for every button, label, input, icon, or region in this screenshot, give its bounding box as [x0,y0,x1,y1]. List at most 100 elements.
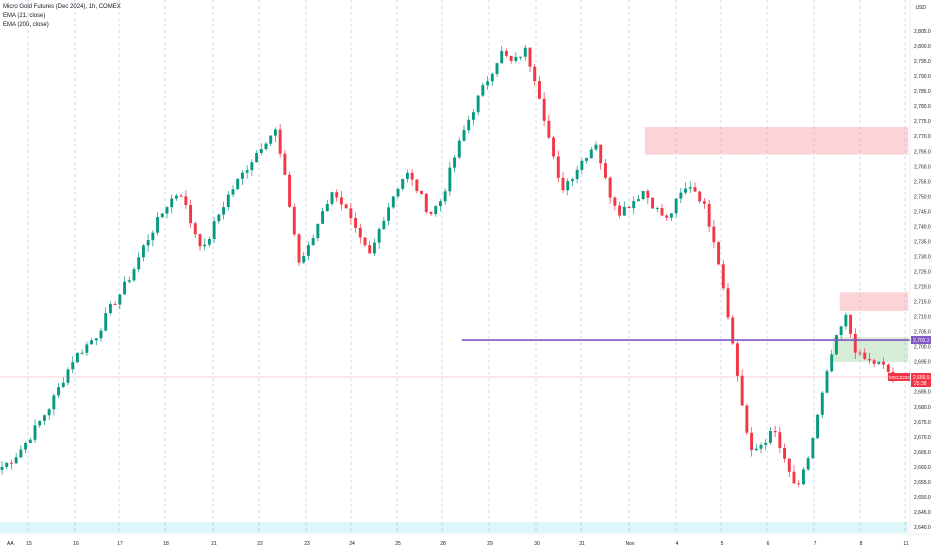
candle-body [273,129,277,136]
price-tick-label: 2,795.0 [914,59,931,65]
time-tick-label: 7 [814,541,817,547]
candle-body [580,160,584,170]
price-tick-label: 2,720.0 [914,285,931,291]
candle-body [33,425,37,440]
candle-body [28,439,32,444]
candle-body [193,223,197,235]
candle-body [80,352,84,354]
candle-body [490,73,494,82]
price-tick-label: 2,655.0 [914,480,931,486]
last-price-label: 2,689.9 [913,375,930,381]
candle-body [641,190,645,200]
candle-body [358,227,362,238]
candle-body [467,119,471,131]
candle-body [867,358,871,361]
supply-zone [839,292,909,311]
candle-body [424,193,428,212]
horizontal-levels[interactable] [0,339,910,378]
candle-body [603,163,607,178]
candle-body [750,432,754,451]
candle-body [372,242,376,254]
candle-body [787,458,791,472]
candle-body [882,361,886,365]
candle-body [651,197,655,209]
candle-body [622,206,626,216]
ema-21-label[interactable]: EMA (21, close) [3,13,46,19]
candle-body [523,47,527,57]
candle-body [198,234,202,247]
candle-body [731,317,735,344]
candle-body [627,206,631,209]
candle-body [811,438,815,459]
candle-body [434,205,438,214]
ema-200-label[interactable]: EMA (200, close) [3,22,49,28]
price-axis[interactable]: 2,805.0 2,800.0 2,795.0 2,790.0 2,785.0 2,780… [888,0,931,533]
time-tick-label: 16 [73,541,79,547]
candle-body [222,207,226,215]
candle-body [283,153,287,175]
candle-body [302,255,306,263]
candle-body [806,458,810,470]
candle-body [552,137,556,157]
price-tick-label: 2,700.0 [914,345,931,351]
candle-body [306,245,310,256]
candle-body [316,223,320,239]
time-tick-label: 22 [257,541,263,547]
candle-body [877,361,881,364]
candle-body [707,203,711,227]
candle-body [61,382,65,388]
candle-body [240,172,244,179]
time-tick-label: 17 [117,541,123,547]
candle-body [264,143,268,150]
candle-body [9,462,13,464]
candle-body [844,314,848,327]
candle-body [113,304,117,306]
candle-body [820,392,824,415]
candle-body [184,196,188,206]
candle-body [599,144,603,164]
time-tick-label: 31 [579,541,585,547]
time-tick-label: 6 [767,541,770,547]
candle-body [325,203,329,212]
price-tick-label: 2,715.0 [914,300,931,306]
candle-body [693,187,697,192]
candle-body [165,207,169,214]
currency-label[interactable]: USD [915,5,926,11]
candle-body [377,229,381,243]
candle-body [660,207,664,216]
time-axis[interactable]: AA 15 16 17 18 21 22 23 24 25 28 29 30 31 Nov 4 5 6 7 8 11 [0,533,932,547]
candle-body [179,195,183,197]
candle-body [151,232,155,241]
candle-body [632,201,636,209]
candle-body [853,333,857,353]
price-tick-label: 2,750.0 [914,194,931,200]
level-label-box [911,336,931,345]
candle-body [886,364,890,372]
candle-body [141,245,145,258]
price-tick-label: 2,745.0 [914,209,931,215]
candle-body [278,129,282,154]
candle-body [217,214,221,222]
price-tick-label: 2,805.0 [914,29,931,35]
candle-body [311,238,315,246]
candle-body [688,187,692,189]
candle-body [321,211,325,224]
candle-body [471,112,475,120]
candle-body [872,360,876,364]
candle-body [19,449,23,458]
countdown-label: 25:38 [914,381,927,387]
candle-body [721,264,725,289]
candle-body [792,471,796,484]
candle-body [594,144,598,150]
symbol-title[interactable]: Micro Gold Futures (Dec 2024), 1h, COMEX [3,4,121,10]
candle-body [778,432,782,448]
time-tick-label: 15 [26,541,32,547]
candle-body [726,288,730,318]
candle-body [768,431,772,443]
candle-body [189,205,193,224]
candle-body [754,448,758,451]
candle-body [561,177,565,191]
price-tick-label: 2,650.0 [914,495,931,501]
candle-body [608,177,612,198]
